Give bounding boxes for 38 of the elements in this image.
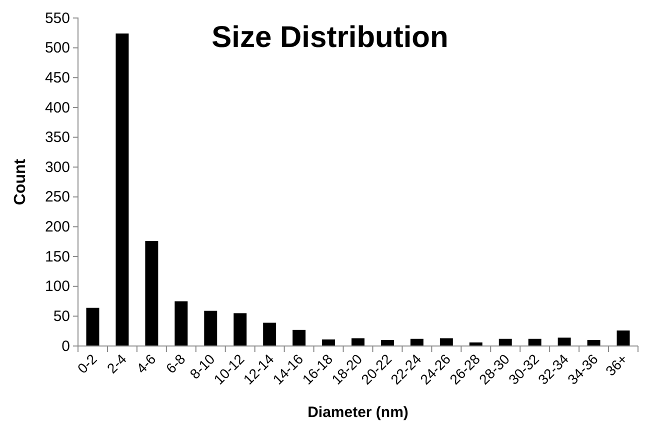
- y-tick-label: 400: [44, 99, 70, 116]
- bar: [410, 338, 424, 346]
- bar: [145, 241, 158, 346]
- x-axis-title: Diameter (nm): [308, 404, 408, 421]
- y-axis-title: Count: [12, 158, 29, 206]
- x-tick-label: 6-8: [162, 350, 188, 376]
- bar: [234, 313, 247, 346]
- x-tick-label: 0-2: [74, 350, 100, 376]
- bar: [292, 330, 306, 346]
- y-tick-label: 200: [44, 218, 70, 236]
- bar: [498, 338, 512, 346]
- y-tick-label: 500: [44, 40, 70, 57]
- bar: [587, 340, 600, 346]
- bar: [352, 338, 364, 346]
- y-tick-label: 300: [44, 158, 70, 176]
- y-tick-label: 0: [62, 338, 70, 355]
- bar: [528, 338, 542, 346]
- bar: [380, 340, 394, 346]
- x-tick-label: 36+: [602, 350, 630, 379]
- y-tick-label: 150: [44, 248, 70, 266]
- y-tick-label: 450: [44, 69, 70, 86]
- y-tick-label: 550: [44, 10, 70, 27]
- bar: [322, 339, 336, 346]
- bar: [263, 322, 276, 346]
- y-tick-label: 50: [53, 308, 70, 325]
- y-tick-label: 350: [44, 129, 70, 146]
- bar: [616, 330, 630, 346]
- chart-title: Size Distribution: [212, 21, 448, 54]
- bar: [440, 338, 453, 346]
- bar: [86, 308, 100, 346]
- bar: [204, 310, 218, 346]
- bar: [174, 301, 188, 346]
- bar: [558, 338, 571, 346]
- y-tick-label: 250: [44, 188, 70, 206]
- x-tick-label: 2-4: [104, 350, 130, 376]
- x-tick-label: 4-6: [133, 350, 159, 376]
- bar: [116, 34, 129, 346]
- y-tick-label: 100: [44, 278, 70, 296]
